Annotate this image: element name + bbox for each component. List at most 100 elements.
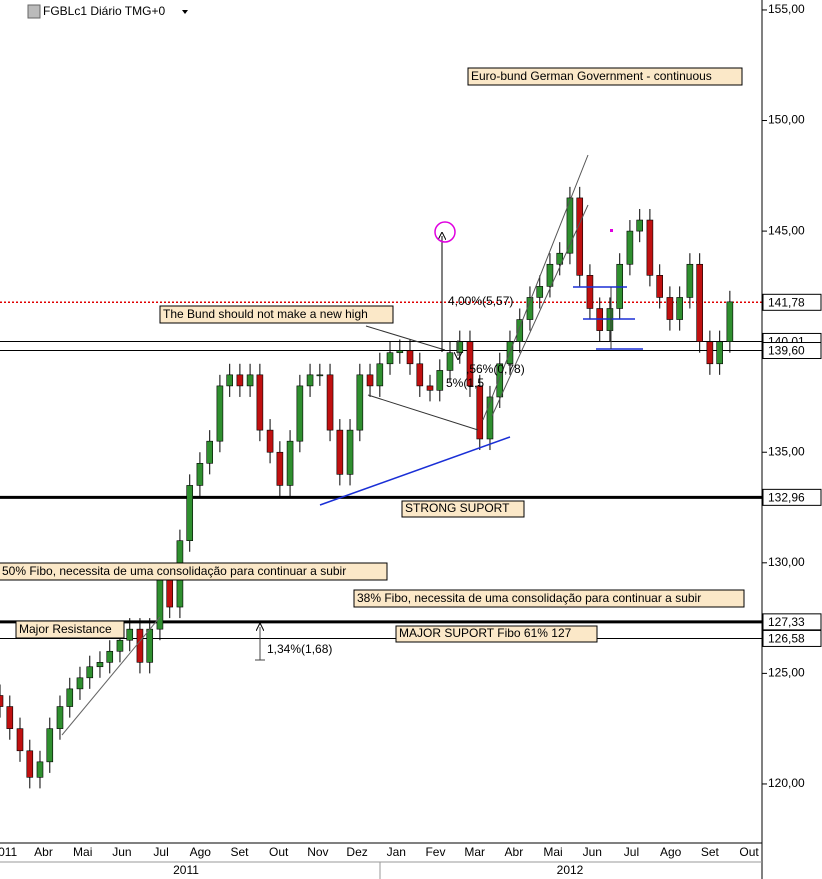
- x-tick-label: Jan: [387, 845, 406, 859]
- candle-body: [376, 363, 384, 387]
- level-label: 139,60: [768, 344, 805, 358]
- x-tick-label: Fev: [425, 845, 445, 859]
- chart-title[interactable]: FGBLc1 Diário TMG+0: [43, 4, 165, 18]
- y-tick-label: 130,00: [768, 555, 805, 569]
- candle-body: [296, 385, 304, 442]
- x-tick-label: Nov: [307, 845, 328, 859]
- annotation: The Bund should not make a new high: [163, 307, 368, 321]
- x-tick-label: Jun: [583, 845, 602, 859]
- candle-body: [326, 374, 334, 431]
- trendline: [367, 394, 479, 431]
- annotation: Euro-bund German Government - continuous: [471, 69, 712, 83]
- candle-body: [126, 628, 134, 641]
- marker-dot: [610, 229, 613, 232]
- candle-body: [186, 485, 194, 541]
- candle-body: [366, 374, 374, 387]
- candle-body: [56, 706, 64, 729]
- candle-body: [156, 573, 164, 630]
- x-tick-label: Set: [230, 845, 249, 859]
- year-label: 2012: [557, 863, 584, 877]
- candle-body: [636, 219, 644, 232]
- candle-body: [236, 374, 244, 387]
- annotation: 38% Fibo, necessita de uma consolidação …: [357, 591, 701, 605]
- candle-body: [206, 440, 214, 464]
- candle-body: [26, 750, 34, 778]
- candle-body: [246, 374, 254, 387]
- support-trendline: [319, 436, 511, 506]
- level-label: 141,78: [768, 295, 805, 309]
- annotation: 50% Fibo, necessita de uma consolidação …: [2, 564, 346, 578]
- candle-body: [116, 639, 124, 652]
- candle-body: [496, 363, 504, 398]
- x-tick-label: Mar: [464, 845, 485, 859]
- candle-body: [0, 695, 4, 707]
- y-tick-label: 150,00: [768, 113, 805, 127]
- year-label: 2011: [173, 863, 199, 877]
- level-label: 132,96: [768, 491, 805, 505]
- candle-body: [266, 429, 274, 453]
- annotation: 5%(1,5: [446, 376, 484, 390]
- x-tick-label: Out: [269, 845, 289, 859]
- candle-body: [406, 350, 414, 365]
- candle-body: [346, 429, 354, 475]
- candle-body: [356, 374, 364, 431]
- candle-body: [396, 350, 404, 354]
- candle-body: [586, 275, 594, 309]
- candle-body: [536, 286, 544, 298]
- annotation-box: [353, 589, 745, 608]
- dropdown-arrow[interactable]: [182, 10, 188, 14]
- candle-body: [626, 230, 634, 265]
- candle-body: [146, 628, 154, 663]
- annotation: ,56%(0,78): [466, 362, 525, 376]
- candle-body: [686, 263, 694, 298]
- candle-body: [316, 374, 324, 377]
- annotation-box: [395, 625, 598, 643]
- candle-body: [46, 728, 54, 763]
- candle-body: [106, 650, 114, 663]
- trendline: [491, 204, 589, 417]
- annotation: 1,34%(1,68): [267, 642, 332, 656]
- candle-body: [226, 374, 233, 387]
- annotation: 4,00%(5,57): [448, 294, 513, 308]
- x-tick-label: Jun: [112, 845, 131, 859]
- candles: [0, 186, 734, 789]
- level-label-box: [762, 613, 822, 631]
- y-tick-label: 145,00: [768, 223, 805, 237]
- candle-body: [276, 451, 284, 486]
- candle-body: [66, 688, 74, 707]
- y-tick-label: 155,00: [768, 2, 805, 16]
- candle-body: [716, 341, 723, 365]
- y-tick-label: 120,00: [768, 776, 805, 790]
- candle-body: [256, 374, 264, 431]
- annotation-box: [159, 305, 394, 324]
- trendline: [365, 325, 446, 351]
- x-tick-label: Jul: [624, 845, 639, 859]
- candle-body: [726, 301, 734, 342]
- candle-body: [6, 706, 14, 729]
- annotation: MAJOR SUPORT Fibo 61% 127: [399, 626, 572, 640]
- trendline: [482, 154, 589, 421]
- candle-body: [86, 666, 94, 679]
- x-tick-label: 2011: [0, 845, 18, 859]
- axes: 120,00125,00130,00135,00140,00145,00150,…: [0, 2, 822, 859]
- level-label-box: [762, 488, 822, 506]
- candle-body: [76, 677, 84, 690]
- candle-body: [466, 341, 474, 387]
- symbol-icon[interactable]: [27, 4, 41, 19]
- x-tick-label: Ago: [660, 845, 682, 859]
- plot-area: Euro-bund German Government - continuous…: [0, 67, 762, 789]
- annotation: STRONG SUPORT: [405, 501, 510, 515]
- candle-body: [196, 462, 204, 486]
- candle-body: [656, 275, 663, 298]
- candle-body: [516, 319, 524, 342]
- candle-body: [676, 297, 683, 320]
- annotation: Major Resistance: [19, 622, 112, 636]
- x-tick-label: Mai: [543, 845, 562, 859]
- candle-body: [666, 297, 674, 320]
- candle-body: [16, 728, 24, 752]
- candle-body: [36, 761, 44, 778]
- candle-body: [386, 352, 394, 365]
- level-label: 127,33: [768, 615, 805, 629]
